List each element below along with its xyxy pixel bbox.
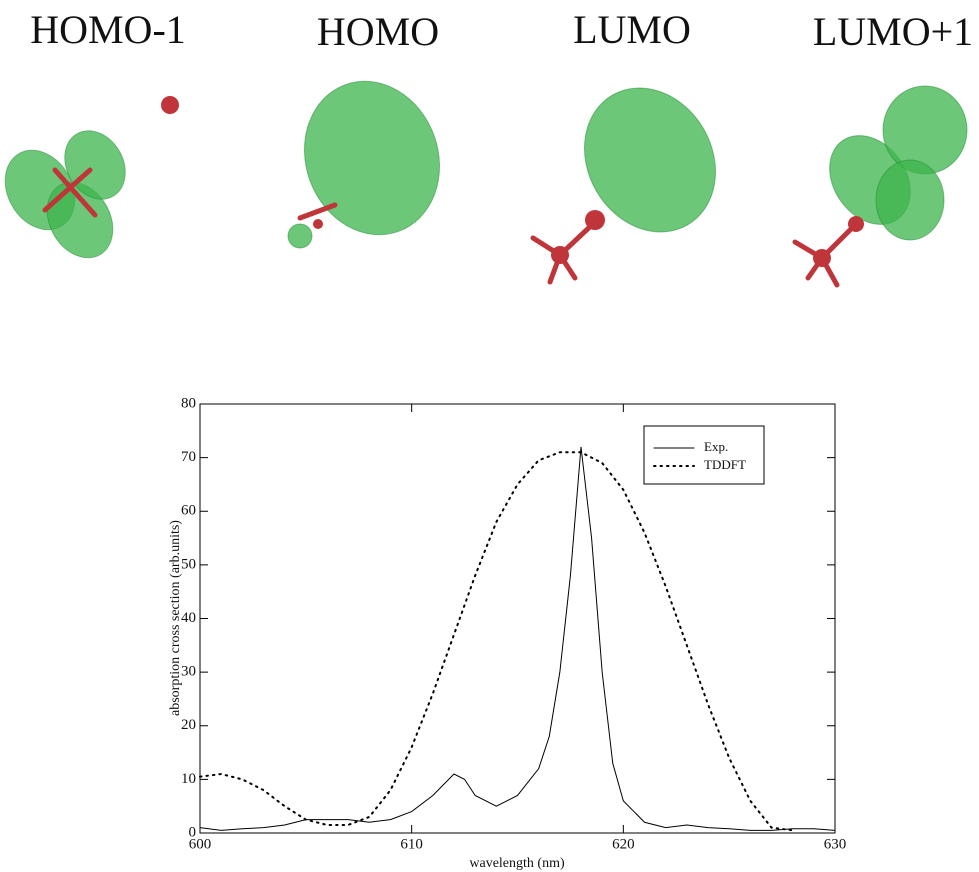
figure: HOMO-1 HOMO LUMO LUMO+1 wavelength (nm) … bbox=[0, 0, 979, 872]
y-tick-label: 80 bbox=[181, 395, 196, 411]
y-tick-label: 60 bbox=[181, 503, 196, 519]
x-tick-label: 630 bbox=[824, 836, 847, 852]
panel-title: HOMO bbox=[317, 9, 439, 54]
x-tick-label: 620 bbox=[612, 836, 635, 852]
orbital-lumo bbox=[533, 64, 741, 282]
legend-label: TDDFT bbox=[704, 457, 746, 472]
y-tick-label: 70 bbox=[181, 449, 196, 465]
orbital-homo bbox=[283, 62, 460, 254]
panel-title: LUMO bbox=[573, 7, 691, 52]
y-tick-label: 50 bbox=[181, 556, 196, 572]
y-tick-label: 40 bbox=[181, 610, 196, 626]
series-line bbox=[200, 452, 793, 830]
series-line bbox=[200, 447, 835, 830]
x-axis-label: wavelength (nm) bbox=[469, 856, 565, 871]
legend-label: Exp. bbox=[704, 439, 728, 454]
plot: wavelength (nm) absorption cross section… bbox=[168, 395, 846, 871]
panel-title: HOMO-1 bbox=[30, 7, 186, 52]
y-tick-label: 10 bbox=[181, 771, 196, 787]
legend bbox=[644, 426, 764, 484]
orbital-homo-1 bbox=[0, 96, 179, 270]
y-tick-label: 0 bbox=[189, 824, 197, 840]
y-tick-label: 30 bbox=[181, 664, 196, 680]
y-tick-label: 20 bbox=[181, 717, 196, 733]
x-tick-label: 610 bbox=[400, 836, 423, 852]
panel-title: LUMO+1 bbox=[813, 9, 973, 54]
orbital-lumo+1 bbox=[795, 86, 967, 285]
